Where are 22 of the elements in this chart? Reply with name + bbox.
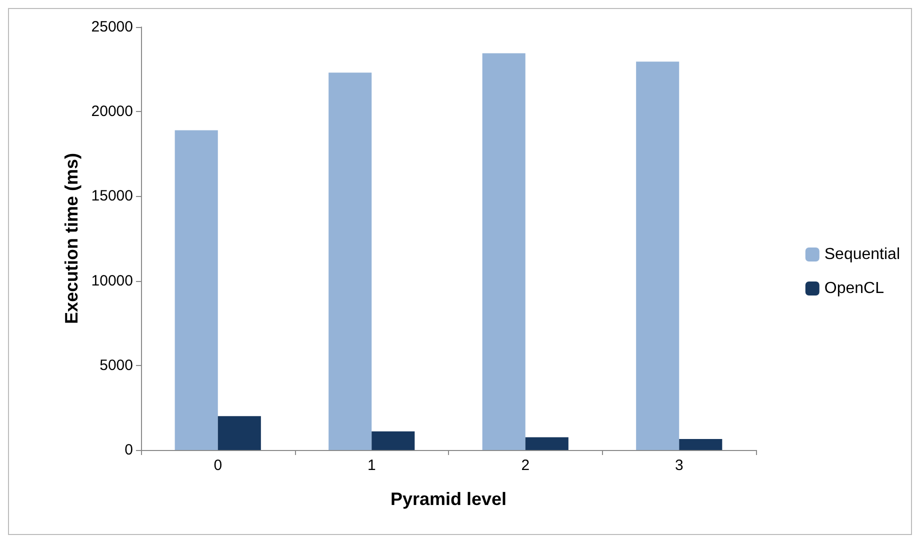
bar <box>174 130 218 450</box>
x-tick-label: 0 <box>214 457 222 474</box>
x-tick-label: 3 <box>674 457 684 474</box>
y-tick-label: 5000 <box>100 356 133 374</box>
y-tick-label: 20000 <box>91 103 133 120</box>
legend-label: OpenCL <box>824 280 884 297</box>
y-tick-label: 15000 <box>91 188 133 205</box>
bar <box>372 431 415 450</box>
bar <box>525 437 568 450</box>
y-tick-label: 25000 <box>91 18 133 36</box>
x-tick-label: 2 <box>521 457 530 474</box>
bar <box>679 439 722 450</box>
y-axis-title: Execution time (ms) <box>61 152 82 324</box>
legend-label: Sequential <box>824 246 900 263</box>
x-axis-title: Pyramid level <box>390 489 507 509</box>
bar <box>328 72 372 450</box>
x-tick-label: 1 <box>367 457 376 474</box>
y-tick-label: 0 <box>124 442 133 458</box>
bar <box>218 416 261 450</box>
y-tick-label: 10000 <box>91 272 133 290</box>
bar <box>482 53 526 450</box>
bar <box>636 62 680 450</box>
